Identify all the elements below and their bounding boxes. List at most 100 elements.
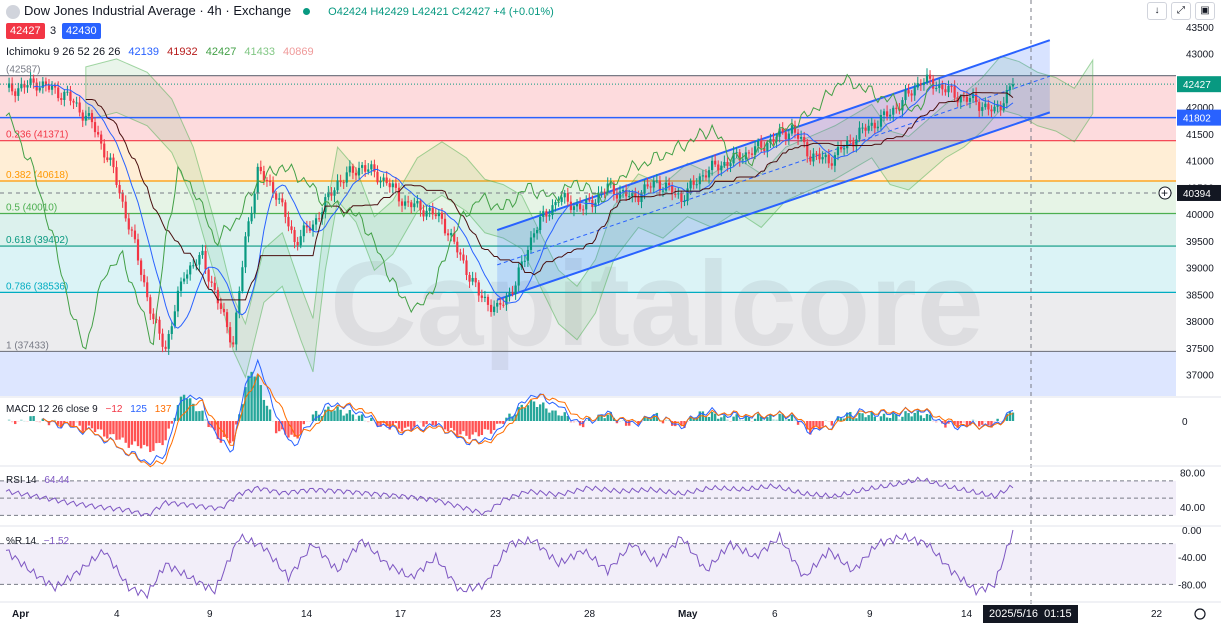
candle-body: [548, 215, 551, 217]
candle-body: [133, 230, 137, 240]
restore-icon[interactable]: ▣: [1195, 2, 1215, 20]
candle-body: [1011, 84, 1015, 87]
macd-histogram-bar: [477, 421, 480, 437]
candle-body: [342, 182, 345, 184]
macd-histogram-bar: [904, 411, 907, 421]
macd-histogram-bar: [339, 409, 342, 421]
macd-histogram-bar: [106, 421, 109, 439]
macd-histogram-bar: [938, 420, 941, 422]
macd-histogram-bar: [35, 421, 38, 422]
macd-histogram-bar: [471, 421, 474, 435]
candle-body: [879, 115, 883, 127]
candle-body: [876, 126, 879, 129]
macd-histogram-bar: [152, 421, 155, 451]
candle-body: [913, 87, 916, 96]
candle-body: [867, 125, 870, 131]
candle-body: [293, 230, 296, 242]
rsi-tick-label: 40.00: [1180, 503, 1205, 514]
macd-histogram-bar: [517, 407, 520, 421]
rsi-value: 64.44: [44, 475, 70, 486]
macd-histogram-bar: [431, 421, 434, 426]
candle-body: [714, 160, 717, 165]
candle-body: [711, 160, 714, 171]
macd-histogram-bar: [646, 417, 649, 421]
macd-histogram-bar: [360, 414, 364, 421]
macd-histogram-bar: [210, 421, 213, 428]
candle-body: [422, 210, 425, 217]
macd-histogram-bar: [674, 421, 677, 427]
fullscreen-icon[interactable]: ⤢: [1171, 2, 1191, 20]
macd-histogram-bar: [879, 416, 883, 421]
macd-histogram-bar: [965, 421, 969, 427]
candle-body: [121, 193, 124, 202]
candle-body: [453, 232, 456, 242]
candle-body: [778, 128, 781, 137]
ichimoku-value: 41433: [244, 46, 275, 58]
williams-legend[interactable]: %R 14 −1.52: [6, 536, 69, 547]
candle-body: [677, 193, 680, 195]
candle-body: [861, 127, 864, 129]
rsi-legend[interactable]: RSI 14 64.44: [6, 475, 69, 486]
macd-histogram-bar: [109, 421, 112, 435]
macd-histogram-bar: [827, 421, 830, 422]
candle-body: [97, 132, 100, 135]
macd-legend[interactable]: MACD 12 26 close 9 −12 125 137: [6, 404, 171, 415]
candle-body: [404, 201, 407, 206]
macd-histogram-bar: [996, 418, 999, 421]
macd-histogram-bar: [855, 418, 858, 421]
candle-body: [281, 198, 284, 203]
candle-body: [1008, 86, 1011, 91]
candle-body: [741, 159, 744, 161]
macd-histogram-bar: [50, 421, 54, 423]
candle-body: [189, 265, 192, 275]
buy-price-button[interactable]: 42430: [62, 23, 101, 39]
macd-histogram-bar: [99, 421, 103, 430]
macd-histogram-bar: [195, 411, 198, 421]
candle-body: [413, 203, 416, 208]
macd-histogram-bar: [161, 421, 164, 446]
macd-histogram-bar: [397, 421, 401, 429]
candle-body: [511, 292, 514, 294]
candle-body: [796, 132, 800, 139]
candle-body: [379, 180, 382, 183]
macd-histogram-bar: [520, 404, 523, 421]
macd-histogram-bar: [192, 403, 195, 421]
macd-histogram-bar: [287, 421, 290, 438]
candle-body: [284, 202, 287, 217]
candle-body: [407, 201, 410, 203]
price-tick-label: 41500: [1186, 130, 1214, 141]
candle-body: [772, 139, 775, 142]
ichimoku-kijun-line: [85, 92, 1014, 301]
macd-histogram-bar: [585, 420, 588, 421]
candle-body: [339, 180, 342, 183]
macd-histogram-bar: [849, 411, 852, 421]
macd-histogram-bar: [858, 412, 861, 421]
ichimoku-legend[interactable]: Ichimoku 9 26 52 26 26 42139 41932 42427…: [6, 46, 314, 58]
macd-histogram-bar: [729, 421, 732, 422]
price-axis-bg: [1176, 0, 1221, 625]
candle-body: [106, 157, 109, 161]
macd-histogram-bar: [968, 421, 972, 426]
williams-tick-label: -40.00: [1178, 553, 1207, 564]
macd-histogram-bar: [560, 415, 563, 421]
candle-body: [299, 236, 302, 246]
candle-body: [757, 140, 760, 147]
macd-histogram-bar: [84, 421, 88, 431]
candle-body: [103, 143, 106, 158]
macd-histogram-bar: [637, 421, 640, 425]
candle-body: [707, 170, 711, 178]
candle-body: [824, 154, 827, 158]
arrow-down-icon[interactable]: ↓: [1147, 2, 1167, 20]
macd-histogram-bar: [1011, 412, 1015, 421]
candle-body: [965, 96, 969, 102]
macd-histogram-bar: [158, 421, 161, 443]
sell-price-button[interactable]: 42427: [6, 23, 45, 39]
candle-body: [29, 78, 32, 86]
candle-body: [486, 296, 490, 305]
macd-histogram-bar: [600, 414, 603, 421]
candle-body: [941, 83, 944, 90]
macd-histogram-bar: [793, 419, 797, 421]
candle-body: [496, 302, 499, 307]
macd-histogram-bar: [492, 421, 496, 431]
